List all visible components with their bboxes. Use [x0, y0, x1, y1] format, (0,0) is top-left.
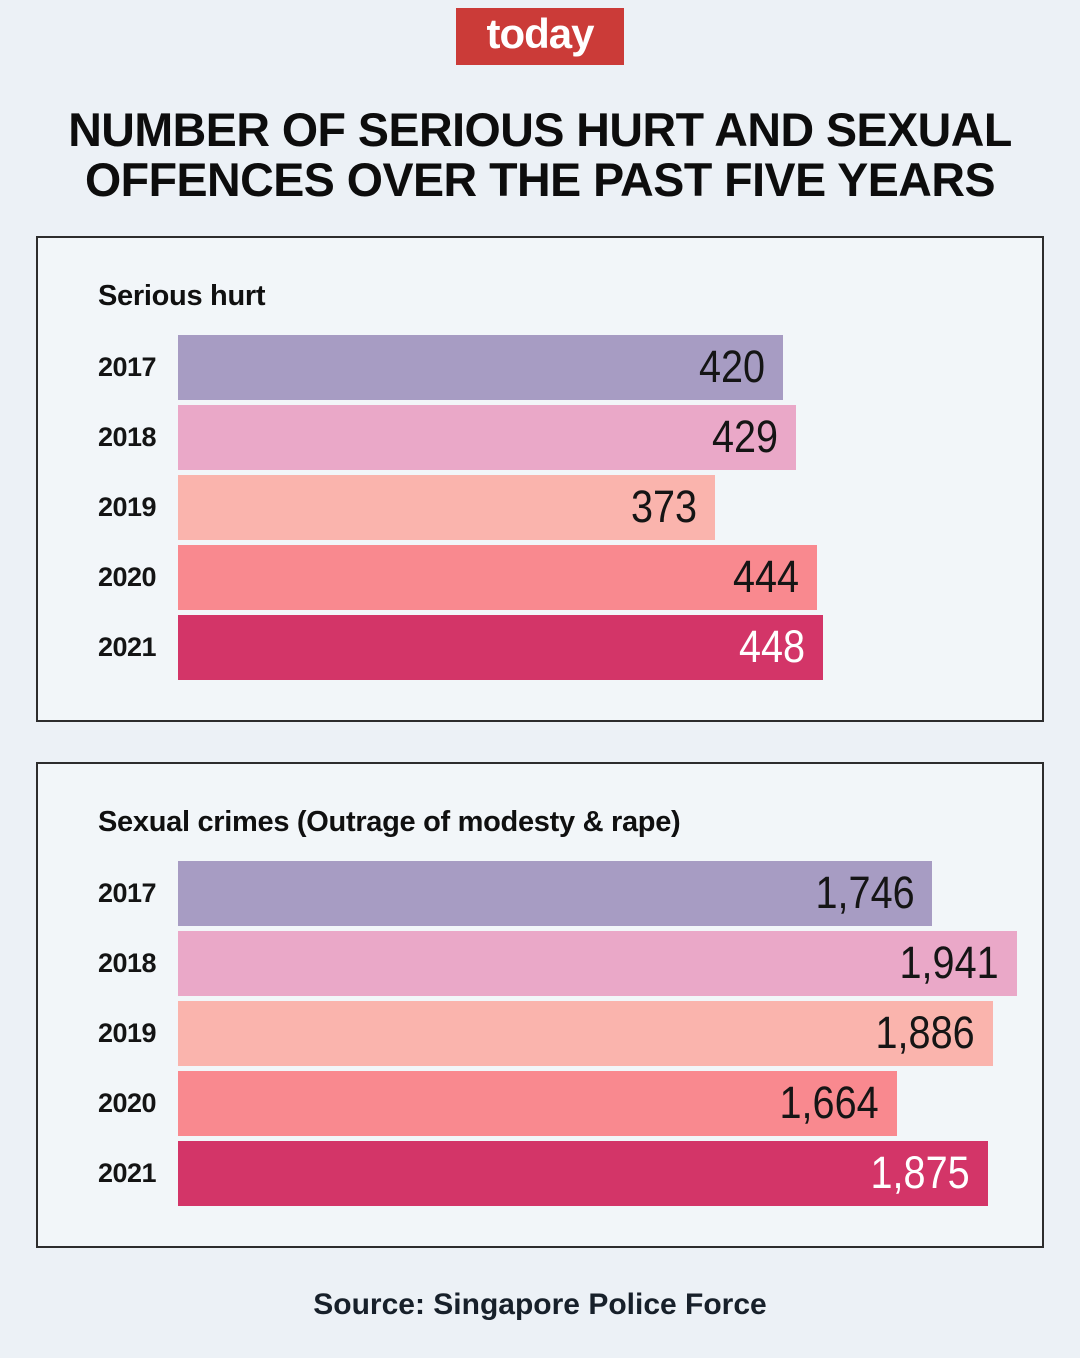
- bar-row: 2019 373: [98, 474, 1042, 540]
- bar-track: 1,746: [178, 860, 1042, 926]
- bar-track: 1,886: [178, 1000, 1042, 1066]
- bar-value-label: 429: [711, 411, 778, 463]
- bar-track: 444: [178, 544, 1042, 610]
- year-label: 2017: [98, 351, 157, 382]
- page-title: NUMBER OF SERIOUS HURT AND SEXUAL OFFENC…: [38, 103, 1042, 207]
- sexual-crimes-bars: 2017 1,746 2018 1,941 2019 1,886 2020 1,664 2021…: [98, 860, 1042, 1206]
- bar: 444: [178, 544, 818, 610]
- year-label: 2021: [98, 1157, 157, 1188]
- bar-row: 2021 1,875: [98, 1140, 1042, 1206]
- bar-track: 373: [178, 474, 1042, 540]
- year-label: 2020: [98, 1087, 157, 1118]
- bar-row: 2021 448: [98, 614, 1042, 680]
- year-label: 2017: [98, 877, 157, 908]
- infographic-canvas: today NUMBER OF SERIOUS HURT AND SEXUAL …: [0, 8, 1080, 1358]
- bar-row: 2020 1,664: [98, 1070, 1042, 1136]
- bar-track: 420: [178, 334, 1042, 400]
- year-label: 2019: [98, 491, 157, 522]
- bar: 1,875: [178, 1140, 988, 1206]
- bar: 420: [178, 334, 783, 400]
- bar-row: 2018 429: [98, 404, 1042, 470]
- bar-row: 2017 1,746: [98, 860, 1042, 926]
- bar-row: 2018 1,941: [98, 930, 1042, 996]
- source-credit: Source: Singapore Police Force: [313, 1287, 767, 1321]
- page-title-line-2: OFFENCES OVER THE PAST FIVE YEARS: [84, 153, 996, 207]
- bar: 1,941: [178, 930, 1017, 996]
- bar-value-label: 420: [698, 341, 765, 393]
- page-title-line-1: NUMBER OF SERIOUS HURT AND SEXUAL: [68, 103, 1012, 156]
- bar-value-label: 448: [739, 621, 806, 673]
- year-label: 2021: [98, 631, 157, 662]
- bar: 429: [178, 404, 796, 470]
- bar-row: 2017 420: [98, 334, 1042, 400]
- bar: 373: [178, 474, 716, 540]
- bar: 1,664: [178, 1070, 897, 1136]
- bar-value-label: 373: [631, 481, 698, 533]
- sexual-crimes-chart-panel: Sexual crimes (Outrage of modesty & rape…: [36, 761, 1044, 1248]
- serious-hurt-bars: 2017 420 2018 429 2019 373 2020 444 2021 448: [98, 334, 1042, 680]
- bar-row: 2020 444: [98, 544, 1042, 610]
- bar-track: 1,664: [178, 1070, 1042, 1136]
- today-logo: today: [456, 8, 624, 65]
- serious-hurt-chart-panel: Serious hurt 2017 420 2018 429 2019 373 2020 44…: [36, 235, 1044, 722]
- bar: 448: [178, 614, 824, 680]
- bar: 1,746: [178, 860, 933, 926]
- bar-track: 448: [178, 614, 1042, 680]
- bar-value-label: 1,875: [870, 1147, 970, 1199]
- bar-value-label: 1,664: [779, 1077, 879, 1129]
- chart-title-serious-hurt: Serious hurt: [98, 279, 266, 312]
- bar-value-label: 1,941: [899, 937, 999, 989]
- bar-track: 1,941: [178, 930, 1042, 996]
- year-label: 2019: [98, 1017, 157, 1048]
- bar-row: 2019 1,886: [98, 1000, 1042, 1066]
- bar-track: 429: [178, 404, 1042, 470]
- year-label: 2018: [98, 421, 157, 452]
- bar-value-label: 1,886: [875, 1007, 975, 1059]
- bar-track: 1,875: [178, 1140, 1042, 1206]
- year-label: 2020: [98, 561, 157, 592]
- bar: 1,886: [178, 1000, 993, 1066]
- chart-title-sexual-crimes: Sexual crimes (Outrage of modesty & rape…: [98, 805, 681, 838]
- bar-value-label: 444: [733, 551, 800, 603]
- today-logo-text: today: [486, 10, 594, 57]
- bar-value-label: 1,746: [815, 867, 915, 919]
- year-label: 2018: [98, 947, 157, 978]
